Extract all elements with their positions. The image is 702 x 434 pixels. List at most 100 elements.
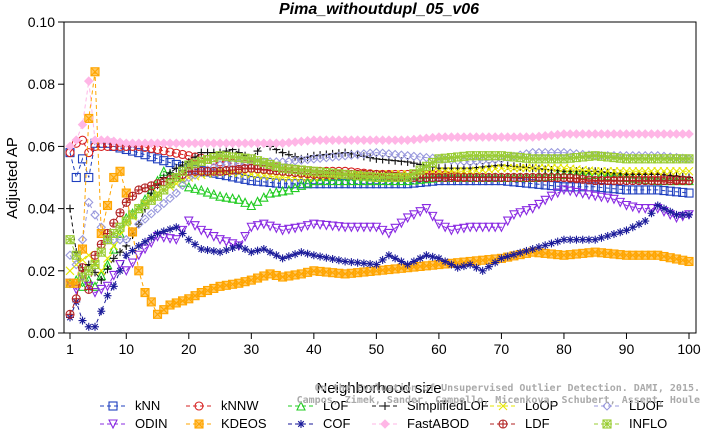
point-fastabod	[102, 135, 113, 145]
point-cof	[459, 262, 468, 271]
point-cof	[78, 316, 87, 325]
series-fastabod	[65, 76, 694, 152]
point-odin	[358, 222, 369, 233]
point-odin	[502, 216, 513, 227]
point-odin	[584, 190, 594, 201]
point-odin	[627, 202, 638, 213]
point-kdeos	[684, 256, 694, 267]
point-knn	[140, 150, 150, 160]
point-fastabod	[83, 76, 94, 86]
point-cof	[209, 247, 218, 256]
point-knnw	[84, 148, 94, 158]
point-fastabod	[359, 135, 369, 145]
point-odin	[108, 270, 119, 281]
point-cof	[391, 254, 400, 263]
point-ldf	[115, 208, 125, 218]
legend-label: kNN	[135, 398, 160, 413]
point-knn	[152, 154, 163, 164]
point-ldf	[559, 172, 569, 183]
point-fastabod	[590, 129, 600, 139]
point-loop	[547, 163, 556, 173]
point-inflo	[684, 154, 694, 164]
point-fastabod	[159, 138, 169, 149]
point-lof	[190, 183, 200, 193]
point-lof	[240, 197, 250, 207]
point-inflo	[71, 250, 81, 260]
point-fastabod	[202, 138, 213, 149]
plot-series	[65, 67, 694, 331]
point-cof	[484, 262, 493, 271]
x-tick-label: 30	[244, 341, 260, 357]
point-fastabod	[346, 135, 357, 145]
point-odin	[646, 204, 657, 214]
legend-marker	[108, 419, 118, 430]
point-cof	[122, 251, 131, 260]
point-fastabod	[671, 129, 682, 139]
point-odin	[202, 228, 213, 239]
point-cof	[172, 223, 181, 232]
point-fastabod	[509, 132, 519, 142]
y-axis-label: Adjusted AP	[4, 137, 21, 219]
point-loop	[609, 166, 619, 176]
point-ldof	[421, 152, 432, 163]
point-fastabod	[152, 138, 163, 149]
point-cof	[591, 235, 600, 244]
point-odin	[477, 222, 488, 233]
point-simplifiedlof	[66, 204, 74, 213]
point-loop	[615, 166, 625, 176]
point-kdeos	[84, 113, 94, 123]
point-fastabod	[459, 132, 469, 142]
point-lof	[271, 186, 282, 197]
point-fastabod	[133, 138, 144, 149]
legend-item-knnw: kNNW	[186, 398, 259, 413]
point-odin	[321, 220, 332, 231]
point-odin	[271, 223, 282, 234]
point-fastabod	[171, 138, 182, 149]
point-ldof	[140, 214, 150, 224]
point-knnw	[177, 149, 188, 160]
point-cof	[91, 322, 100, 331]
point-fastabod	[165, 138, 175, 149]
point-knn	[646, 185, 657, 195]
point-lof	[233, 194, 244, 204]
point-loop	[653, 166, 663, 176]
point-ldof	[115, 234, 125, 245]
point-fastabod	[615, 129, 626, 139]
point-lof	[227, 193, 238, 203]
x-tick-label: 80	[556, 341, 572, 357]
point-fastabod	[502, 132, 513, 142]
point-simplifiedlof	[97, 276, 106, 285]
point-loop	[509, 163, 519, 173]
point-ldof	[159, 198, 169, 209]
point-cof	[372, 260, 381, 269]
point-ldf	[84, 284, 94, 295]
point-cof	[434, 254, 443, 263]
point-fastabod	[471, 132, 482, 142]
point-odin	[390, 223, 401, 234]
point-cof	[378, 255, 387, 264]
point-odin	[559, 185, 569, 196]
point-fastabod	[515, 132, 525, 142]
y-tick-label: 0.10	[28, 14, 55, 30]
point-fastabod	[190, 138, 200, 149]
point-fastabod	[184, 138, 194, 149]
point-knn	[665, 186, 675, 196]
point-odin	[371, 222, 382, 233]
legend-marker	[602, 419, 612, 429]
point-fastabod	[240, 138, 250, 149]
point-ldof	[83, 197, 94, 208]
x-tick-label: 60	[431, 341, 447, 357]
point-cof	[316, 252, 325, 261]
point-loop	[647, 166, 656, 176]
point-odin	[571, 187, 582, 198]
point-lof	[302, 177, 313, 188]
point-odin	[246, 222, 257, 233]
point-cof	[685, 210, 693, 219]
point-cof	[403, 260, 412, 269]
point-odin	[415, 207, 426, 217]
point-fastabod	[146, 138, 157, 149]
point-cof	[659, 204, 668, 213]
point-odin	[484, 222, 494, 233]
point-odin	[352, 222, 363, 233]
point-inflo	[246, 154, 256, 164]
